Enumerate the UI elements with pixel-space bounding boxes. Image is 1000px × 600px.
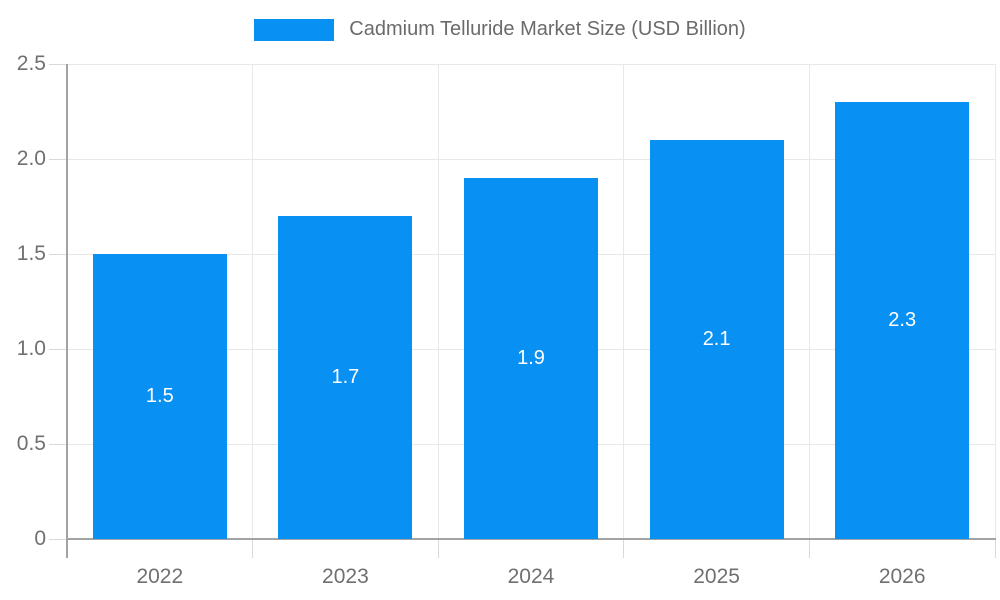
h-gridline [67, 63, 995, 65]
x-axis-tick [623, 540, 625, 558]
v-gridline [808, 64, 810, 539]
bar: 1.7 [278, 216, 413, 539]
bar-value-label: 1.5 [145, 385, 174, 407]
x-axis-line [66, 538, 996, 540]
y-axis-tick [49, 443, 67, 445]
x-tick-label: 2023 [322, 565, 369, 588]
x-axis-tick [994, 540, 996, 558]
v-gridline [994, 64, 996, 539]
bar-value-label: 1.9 [517, 347, 545, 369]
y-tick-label: 0.5 [16, 432, 46, 455]
v-gridline [623, 64, 625, 539]
bar-value-label: 2.3 [888, 309, 917, 331]
x-tick-label: 2025 [693, 565, 740, 588]
legend-swatch [254, 18, 335, 41]
bar: 1.9 [464, 178, 598, 539]
x-tick-label: 2022 [136, 565, 184, 588]
bar: 2.1 [649, 140, 784, 539]
bar: 2.3 [835, 102, 970, 539]
x-axis-tick [437, 540, 439, 558]
bar-value-label: 1.7 [331, 366, 360, 388]
x-axis-tick [808, 540, 810, 558]
y-axis-tick [49, 253, 67, 255]
y-axis-line [66, 64, 68, 558]
y-tick-label: 1.5 [16, 242, 46, 265]
legend-label: Cadmium Telluride Market Size (USD Billi… [349, 18, 746, 40]
legend: Cadmium Telluride Market Size (USD Billi… [0, 18, 1000, 41]
h-gridline [67, 158, 995, 160]
y-tick-label: 0 [34, 527, 46, 550]
y-tick-label: 2.0 [16, 147, 46, 170]
v-gridline [437, 64, 439, 539]
bar-value-label: 2.1 [702, 328, 731, 350]
x-axis-tick [252, 540, 254, 558]
y-tick-label: 2.5 [16, 52, 46, 75]
v-gridline [252, 64, 254, 539]
y-axis-tick [49, 158, 67, 160]
y-axis-tick [49, 63, 67, 65]
y-tick-label: 1.0 [16, 337, 46, 360]
x-tick-label: 2024 [507, 565, 555, 588]
y-axis-tick [49, 348, 67, 350]
x-tick-label: 2026 [878, 565, 926, 588]
y-axis-tick [49, 538, 67, 540]
bar: 1.5 [92, 254, 227, 539]
